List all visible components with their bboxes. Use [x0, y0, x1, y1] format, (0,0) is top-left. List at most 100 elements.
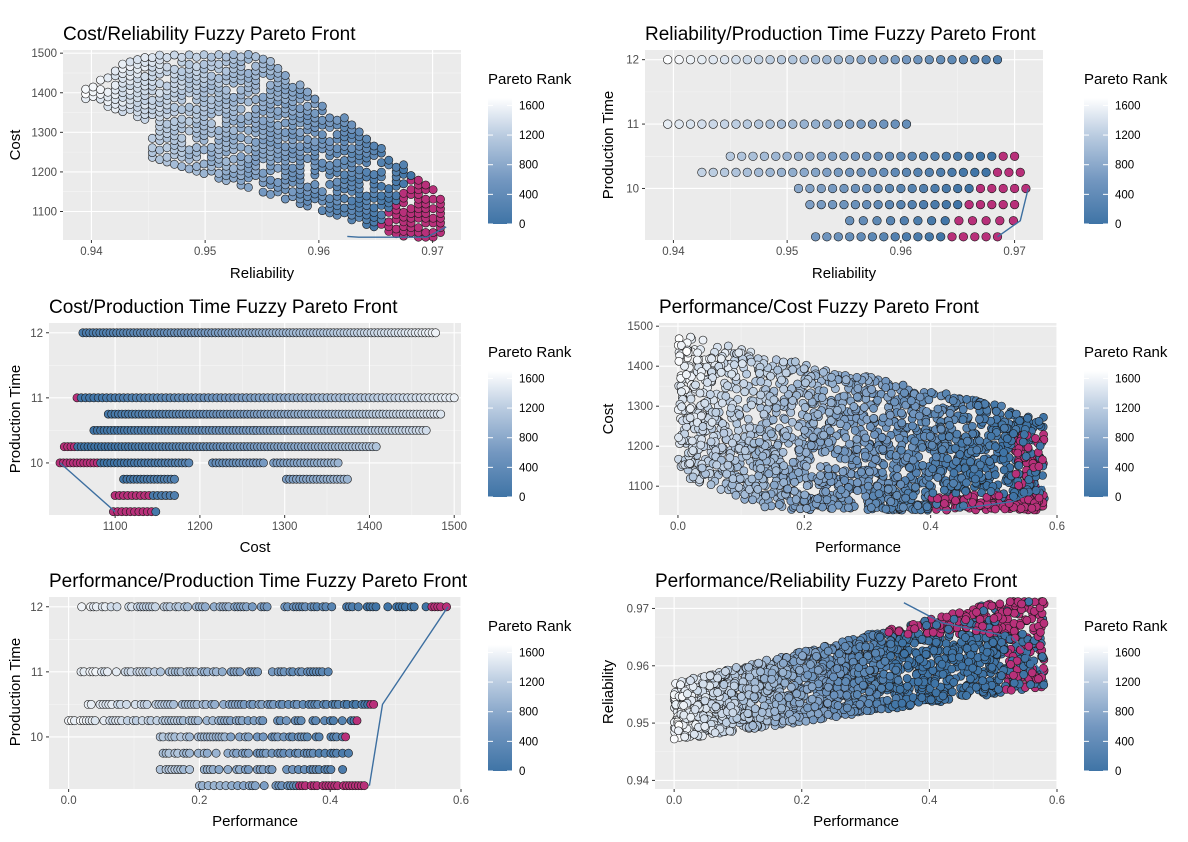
data-point — [998, 200, 1008, 210]
data-point — [700, 398, 710, 408]
data-point — [229, 164, 238, 173]
data-point — [869, 404, 878, 413]
data-point — [735, 474, 745, 484]
data-point — [953, 183, 963, 194]
data-point — [376, 210, 386, 220]
data-point — [732, 384, 741, 394]
data-point — [391, 191, 401, 201]
data-point — [691, 380, 700, 390]
data-point — [850, 183, 861, 194]
data-point — [236, 142, 246, 152]
data-point — [731, 490, 741, 500]
data-point — [981, 55, 991, 65]
data-point — [998, 183, 1008, 194]
data-point — [799, 364, 809, 374]
x-tick-label: 0.4 — [322, 795, 339, 807]
data-point — [185, 765, 194, 774]
data-point — [900, 388, 909, 398]
data-point — [391, 224, 401, 234]
data-point — [867, 167, 878, 177]
data-point — [892, 464, 902, 474]
data-point — [805, 183, 815, 194]
data-point — [266, 189, 275, 199]
data-point — [685, 55, 696, 65]
data-point — [924, 232, 934, 242]
data-point — [685, 119, 696, 129]
pareto-front-line — [997, 188, 1029, 238]
data-point — [243, 182, 253, 192]
data-point — [852, 372, 862, 382]
data-point — [376, 167, 386, 177]
data-point — [816, 462, 825, 472]
data-point — [1015, 416, 1024, 426]
data-point — [901, 167, 912, 177]
chart-title: Cost/Reliability Fuzzy Pareto Front — [63, 24, 356, 45]
data-point — [706, 437, 716, 447]
data-point — [229, 154, 238, 164]
data-point — [725, 453, 735, 463]
data-point — [833, 167, 843, 177]
data-point — [771, 466, 781, 476]
data-point — [872, 216, 882, 226]
data-point — [924, 167, 934, 177]
data-point — [926, 216, 937, 226]
chart-title: Cost/Production Time Fuzzy Pareto Front — [49, 297, 398, 318]
data-point — [353, 602, 363, 612]
data-point — [184, 60, 194, 69]
data-point — [947, 167, 957, 177]
data-point — [931, 452, 941, 462]
x-tick-label: 0.96 — [308, 246, 330, 258]
data-point — [244, 732, 253, 742]
data-point — [913, 55, 923, 65]
data-point — [1014, 481, 1023, 490]
chart-panel-performance-reliability: Performance/Reliability Fuzzy Pareto Fro… — [600, 571, 1168, 830]
data-point — [971, 474, 980, 484]
data-point — [972, 445, 982, 455]
data-point — [878, 444, 888, 454]
data-point — [884, 151, 895, 161]
data-point — [879, 167, 889, 177]
data-point — [968, 498, 977, 507]
data-point — [96, 75, 105, 85]
data-point — [778, 447, 788, 457]
data-point — [856, 167, 866, 177]
x-tick-label: 1100 — [103, 521, 128, 533]
legend-tick-label: 800 — [519, 707, 538, 719]
data-point — [943, 454, 952, 463]
data-point — [933, 473, 943, 482]
data-point — [845, 167, 855, 177]
data-point — [88, 82, 98, 92]
y-axis-title: Production Time — [600, 91, 617, 199]
data-point — [686, 394, 696, 404]
data-point — [824, 438, 833, 447]
data-point — [735, 410, 744, 419]
data-point — [155, 155, 165, 164]
data-point — [756, 464, 766, 473]
data-point — [998, 151, 1008, 161]
data-point — [151, 507, 161, 517]
data-point — [310, 108, 320, 118]
data-point — [755, 368, 764, 378]
data-point — [342, 474, 352, 484]
data-point — [790, 477, 799, 487]
data-point — [739, 379, 749, 388]
data-point — [719, 55, 730, 65]
data-point — [288, 187, 298, 197]
data-point — [369, 700, 379, 709]
data-point — [866, 503, 876, 512]
data-point — [155, 79, 165, 88]
data-point — [873, 200, 883, 210]
data-point — [162, 119, 172, 129]
data-point — [800, 425, 809, 435]
data-point — [994, 491, 1004, 501]
data-point — [810, 232, 821, 242]
data-point — [975, 414, 984, 424]
x-tick-label: 0.2 — [796, 521, 812, 533]
data-point — [1014, 461, 1024, 470]
chart-panel-cost-reliability: Cost/Reliability Fuzzy Pareto Front 0.94… — [7, 24, 572, 282]
data-point — [867, 119, 878, 129]
